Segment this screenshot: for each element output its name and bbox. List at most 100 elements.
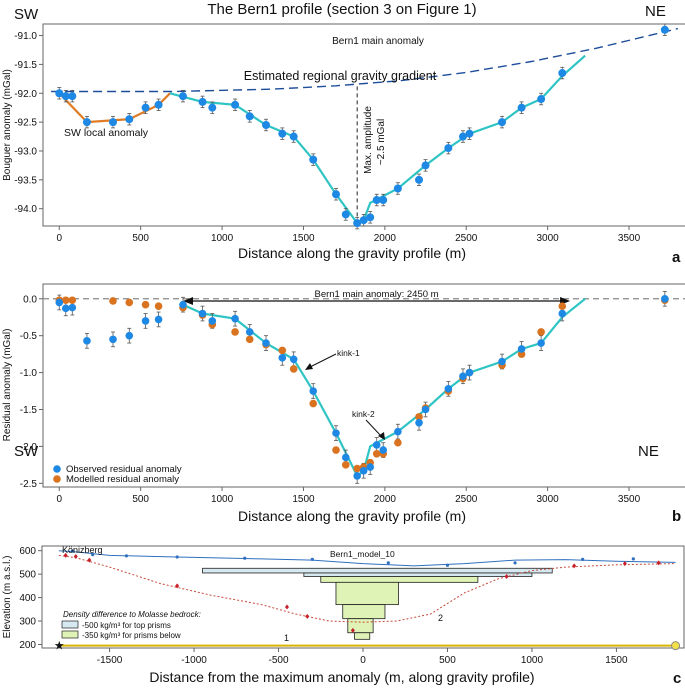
c-x-tick-label: 0 xyxy=(360,655,366,666)
c-x-tick-label: 1500 xyxy=(605,655,628,666)
a-data-point xyxy=(208,103,217,112)
c-topography-point xyxy=(243,556,247,560)
a-data-point xyxy=(154,100,163,109)
b-observed-point xyxy=(278,354,287,362)
b-observed-point xyxy=(421,405,430,414)
a-data-point xyxy=(558,69,567,78)
c-marker-1: 1 xyxy=(284,633,289,643)
panel-b-plot: 0 500 1000 1500 2000 2500 3000 3500 0.0 -0.5 -1.0 -… xyxy=(2,283,685,524)
c-prism xyxy=(202,567,553,574)
c-legend-top-label: -500 kg/m³ for top prisms xyxy=(82,621,171,630)
b-y-axis-title: Residual anomaly (mGal) xyxy=(2,329,13,442)
b-observed-point xyxy=(459,372,467,381)
a-data-point xyxy=(198,97,207,106)
c-y-axis-title: Elevation (m a.s.l.) xyxy=(2,556,13,639)
a-y-tick-label: -93.5 xyxy=(14,175,37,186)
panel-a-title: The Bern1 profile (section 3 on Figure 1… xyxy=(207,1,476,18)
c-start-star: ★ xyxy=(54,639,65,653)
b-observed-point xyxy=(394,427,402,436)
c-topography-line xyxy=(58,550,676,567)
b-observed-point xyxy=(55,298,64,307)
b-observed-point xyxy=(372,441,381,449)
b-kink2-arrow-head xyxy=(378,432,385,440)
c-borehole-marker xyxy=(656,560,661,566)
b-legend-modelled-marker xyxy=(53,475,61,483)
b-modelled-point xyxy=(415,413,423,421)
b-x-tick-label: 3000 xyxy=(537,494,560,505)
c-topography-point xyxy=(124,554,129,558)
b-observed-point xyxy=(245,328,254,336)
b-legend-observed-label: Observed residual anomaly xyxy=(66,464,182,475)
b-observed-point xyxy=(379,446,388,454)
panel-b-sw-label: SW xyxy=(14,443,39,460)
a-data-point xyxy=(517,103,526,112)
a-x-tick-label: 0 xyxy=(56,233,62,244)
c-end-marker xyxy=(671,641,681,651)
c-place-label: Könizberg xyxy=(62,545,103,555)
b-x-tick-label: 2500 xyxy=(455,494,478,505)
b-observed-point xyxy=(444,385,453,393)
c-y-tick-label: 300 xyxy=(19,617,36,628)
b-modelled-point xyxy=(341,461,350,469)
a-regional-label: Estimated regional gravity gradient xyxy=(244,69,437,83)
a-x-tick-label: 2500 xyxy=(455,233,478,244)
a-data-point xyxy=(68,92,77,101)
b-modelled-point xyxy=(289,365,298,373)
b-modelled-point xyxy=(332,446,340,454)
b-modelled-point xyxy=(309,399,318,408)
panel-a-ne-label: NE xyxy=(645,3,666,20)
b-observed-point xyxy=(517,345,526,353)
a-data-point xyxy=(353,219,362,228)
c-borehole-marker xyxy=(73,554,78,560)
b-observed-point xyxy=(309,387,318,395)
c-borehole-marker xyxy=(622,561,627,567)
b-modelled-point xyxy=(372,449,381,458)
a-y-axis-title: Bouguer anomaly (mGal) xyxy=(2,69,13,181)
a-x-tick-label: 1000 xyxy=(211,233,234,244)
panel-c-plot: -1500 -1000 -500 0 500 1000 1500 200 300 400 500 60… xyxy=(2,545,685,685)
b-observed-point xyxy=(208,317,217,325)
c-y-tick-label: 500 xyxy=(19,570,36,581)
b-observed-point xyxy=(289,355,298,364)
b-observed-point xyxy=(359,466,368,475)
b-observed-point xyxy=(262,339,270,347)
b-observed-point xyxy=(125,331,134,340)
b-observed-point xyxy=(198,309,207,318)
b-observed-point xyxy=(558,309,567,318)
a-data-point xyxy=(289,132,298,141)
c-borehole-marker xyxy=(504,573,509,579)
b-x-tick-label: 0 xyxy=(56,494,62,505)
c-bedrock-line xyxy=(58,554,676,623)
b-observed-point xyxy=(109,335,117,344)
a-data-point xyxy=(537,95,546,104)
c-model-label: Bern1_model_10 xyxy=(330,549,395,559)
c-prism xyxy=(335,581,399,606)
a-data-point xyxy=(125,115,134,124)
b-y-tick-label: -1.5 xyxy=(20,405,38,416)
b-modelled-point xyxy=(558,302,567,310)
a-data-point xyxy=(278,129,287,138)
c-legend-top-swatch xyxy=(61,620,79,629)
b-observed-point xyxy=(537,339,545,347)
b-modelled-point xyxy=(353,464,361,473)
a-data-point xyxy=(309,155,318,164)
a-data-point xyxy=(61,92,70,101)
b-y-tick-label: 0.0 xyxy=(23,294,37,305)
b-kink1-arrow xyxy=(307,353,337,369)
b-observed-point xyxy=(341,453,350,462)
b-kink1-arrow-head xyxy=(305,363,313,370)
a-main-anomaly-label: Bern1 main anomaly xyxy=(332,36,424,47)
a-data-point xyxy=(458,132,467,141)
b-modelled-point xyxy=(68,296,77,305)
c-prism xyxy=(354,632,371,640)
b-modelled-point xyxy=(245,335,254,344)
a-data-point xyxy=(231,100,240,109)
c-topography-point xyxy=(91,553,95,557)
a-data-point xyxy=(393,184,402,193)
a-data-point xyxy=(421,161,430,170)
b-modelled-point xyxy=(141,300,150,309)
c-topography-point xyxy=(310,557,314,561)
c-prism xyxy=(320,576,479,583)
a-y-tick-label: -94.0 xyxy=(14,204,37,215)
